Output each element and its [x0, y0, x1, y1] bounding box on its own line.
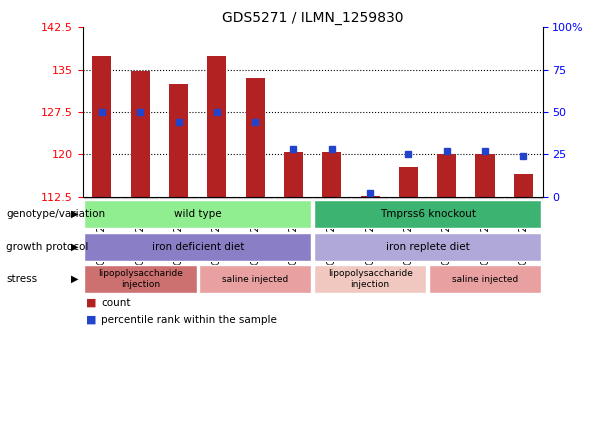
Text: count: count: [101, 298, 131, 308]
Title: GDS5271 / ILMN_1259830: GDS5271 / ILMN_1259830: [222, 11, 403, 25]
Bar: [360, 196, 379, 197]
Bar: [284, 151, 303, 197]
Bar: [314, 265, 427, 293]
Text: saline injected: saline injected: [222, 275, 288, 284]
Text: ▶: ▶: [71, 242, 78, 252]
Text: iron replete diet: iron replete diet: [386, 242, 470, 252]
Bar: [428, 265, 541, 293]
Bar: [314, 233, 541, 261]
Bar: [84, 233, 311, 261]
Text: lipopolysaccharide
injection: lipopolysaccharide injection: [328, 269, 413, 289]
Text: percentile rank within the sample: percentile rank within the sample: [101, 315, 277, 325]
Bar: [84, 265, 197, 293]
Bar: [514, 174, 533, 197]
Bar: [476, 154, 495, 197]
Text: ■: ■: [86, 298, 96, 308]
Bar: [322, 151, 341, 197]
Text: genotype/variation: genotype/variation: [6, 209, 105, 219]
Text: lipopolysaccharide
injection: lipopolysaccharide injection: [98, 269, 183, 289]
Bar: [169, 84, 188, 197]
Bar: [246, 78, 265, 197]
Bar: [199, 265, 311, 293]
Text: stress: stress: [6, 274, 37, 284]
Bar: [437, 154, 456, 197]
Bar: [399, 167, 418, 197]
Text: iron deficient diet: iron deficient diet: [151, 242, 244, 252]
Bar: [131, 71, 150, 197]
Text: wild type: wild type: [174, 209, 221, 219]
Bar: [314, 200, 541, 228]
Text: growth protocol: growth protocol: [6, 242, 88, 252]
Bar: [93, 56, 112, 197]
Text: saline injected: saline injected: [452, 275, 518, 284]
Text: Tmprss6 knockout: Tmprss6 knockout: [379, 209, 476, 219]
Text: ▶: ▶: [71, 274, 78, 284]
Bar: [207, 56, 226, 197]
Text: ▶: ▶: [71, 209, 78, 219]
Text: ■: ■: [86, 315, 96, 325]
Bar: [84, 200, 311, 228]
